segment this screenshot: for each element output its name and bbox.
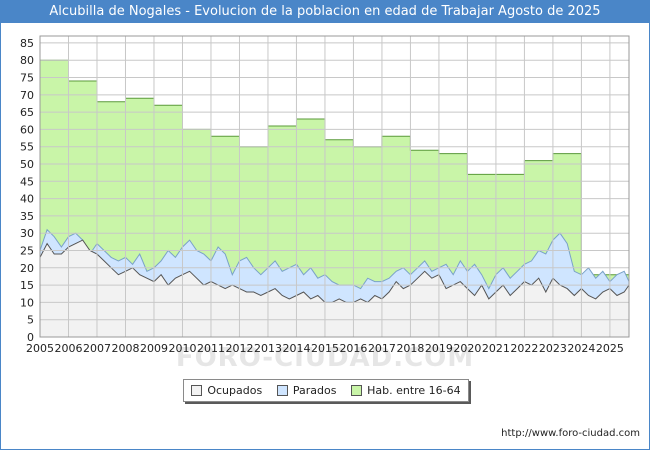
x-tick-label: 2024 (567, 342, 595, 355)
x-tick-label: 2023 (539, 342, 567, 355)
x-tick-label: 2005 (26, 342, 54, 355)
y-tick-label: 5 (27, 314, 34, 327)
x-tick-label: 2009 (140, 342, 168, 355)
legend-swatch-habitantes (351, 385, 363, 396)
legend-item-parados: Parados (276, 384, 337, 397)
legend-label-ocupados: Ocupados (207, 384, 263, 397)
chart-title: Alcubilla de Nogales - Evolucion de la p… (1, 1, 649, 23)
x-tick-label: 2018 (396, 342, 424, 355)
source-url[interactable]: http://www.foro-ciudad.com (501, 428, 640, 439)
x-tick-label: 2021 (482, 342, 510, 355)
y-tick-label: 55 (20, 141, 34, 154)
y-tick-label: 15 (20, 279, 34, 292)
y-tick-label: 70 (20, 89, 34, 102)
y-tick-label: 0 (27, 331, 34, 344)
y-tick-label: 75 (20, 72, 34, 85)
x-tick-label: 2008 (111, 342, 139, 355)
legend-item-ocupados: Ocupados (191, 384, 262, 397)
legend-label-habitantes: Hab. entre 16-64 (367, 384, 461, 397)
x-tick-label: 2014 (282, 342, 310, 355)
x-tick-label: 2011 (197, 342, 225, 355)
legend-item-habitantes: Hab. entre 16-64 (351, 384, 461, 397)
series-area-ocupados (40, 240, 629, 337)
y-tick-label: 40 (20, 193, 34, 206)
x-tick-label: 2020 (453, 342, 481, 355)
y-tick-label: 80 (20, 54, 34, 67)
legend-swatch-ocupados (191, 385, 203, 396)
x-tick-label: 2025 (596, 342, 624, 355)
watermark: FORO-CIUDAD.COM (176, 343, 474, 373)
x-tick-label: 2013 (254, 342, 282, 355)
y-tick-label: 25 (20, 245, 34, 258)
y-tick-label: 65 (20, 106, 34, 119)
x-tick-label: 2022 (510, 342, 538, 355)
x-tick-label: 2007 (83, 342, 111, 355)
legend: Ocupados Parados Hab. entre 16-64 (183, 379, 469, 402)
x-tick-label: 2012 (225, 342, 253, 355)
x-tick-label: 2017 (368, 342, 396, 355)
y-tick-label: 20 (20, 262, 34, 275)
plot-border (39, 35, 630, 338)
y-tick-label: 45 (20, 175, 34, 188)
x-tick-label: 2006 (54, 342, 82, 355)
series-line-parados (39, 228, 630, 290)
y-tick-label: 60 (20, 123, 34, 136)
x-tick-label: 2010 (168, 342, 196, 355)
legend-label-parados: Parados (292, 384, 337, 397)
legend-swatch-parados (276, 385, 288, 396)
y-tick-label: 50 (20, 158, 34, 171)
series-line-ocupados (39, 239, 630, 304)
x-tick-label: 2016 (339, 342, 367, 355)
x-tick-label: 2019 (425, 342, 453, 355)
y-tick-label: 85 (20, 37, 34, 50)
y-tick-label: 35 (20, 210, 34, 223)
x-tick-label: 2015 (311, 342, 339, 355)
y-tick-label: 30 (20, 227, 34, 240)
y-tick-label: 10 (20, 296, 34, 309)
